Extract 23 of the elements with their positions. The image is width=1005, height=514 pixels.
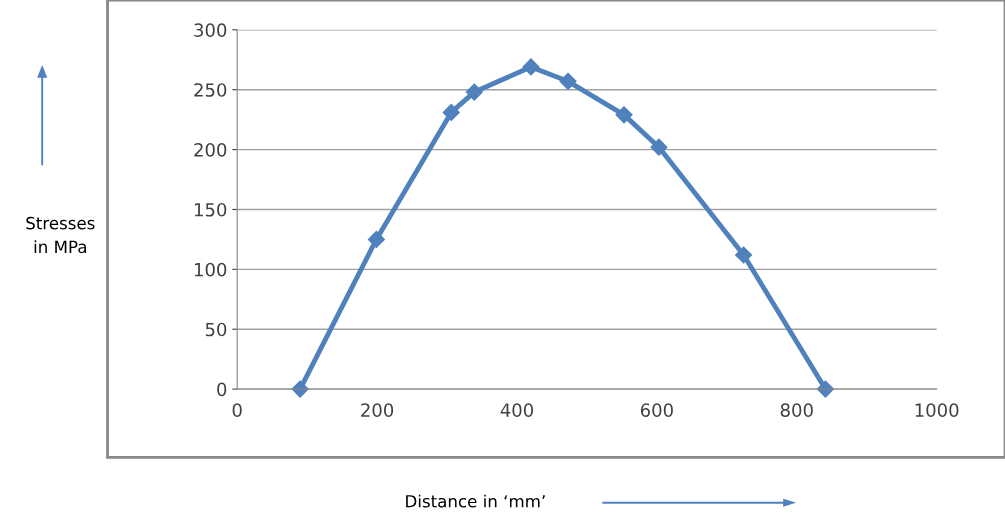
x-tick-label: 800 [780, 403, 813, 417]
point [559, 72, 577, 90]
point [735, 246, 753, 264]
y-tick-label: 150 [194, 202, 227, 217]
y-tick-label: 50 [205, 322, 227, 337]
x-tick-label: 400 [500, 403, 533, 417]
point [442, 103, 460, 121]
y-tick-label: 0 [217, 382, 227, 397]
x-tick-label: 200 [361, 403, 394, 417]
x-tick-label: 0 [232, 403, 242, 417]
x-tick-label: 600 [640, 403, 673, 417]
x-axis-title: Distance in ‘mm’ [406, 494, 545, 508]
point [615, 106, 633, 124]
point [465, 83, 483, 101]
y-tick-label: 250 [194, 83, 227, 97]
point [367, 230, 385, 248]
point [522, 58, 540, 76]
text: Stresses in MPa [26, 216, 95, 254]
y-tick-label: 300 [194, 23, 227, 37]
point [650, 138, 668, 156]
y-tick-label: 100 [194, 262, 227, 277]
x-tick-label: 1000 [915, 403, 959, 417]
y-tick-label: 200 [194, 143, 227, 157]
